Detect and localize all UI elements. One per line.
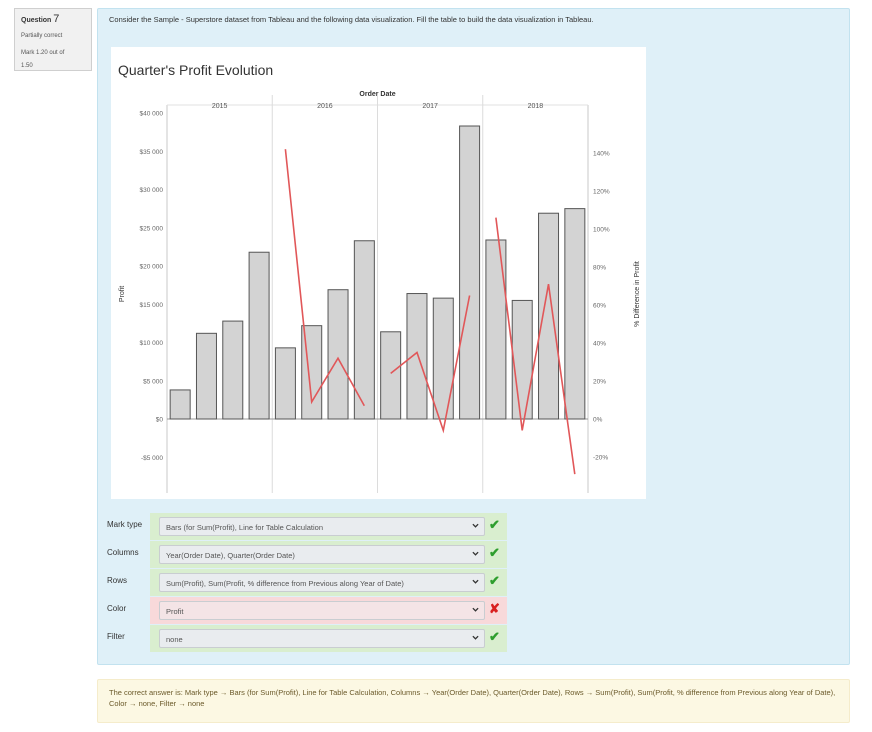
profit-bar: [222, 320, 244, 420]
profit-bar: [195, 332, 217, 420]
left-tick-label: $10 000: [140, 340, 164, 347]
left-tick-label: $15 000: [140, 302, 164, 309]
profit-bar: [169, 389, 191, 420]
tableau-visualization: Quarter's Profit Evolution Order Date 2015…: [111, 47, 646, 499]
profit-bar: [353, 240, 375, 420]
right-tick-label: 0%: [593, 417, 603, 424]
question-text: Consider the Sample - Superstore dataset…: [109, 15, 594, 24]
left-tick-label: $20 000: [140, 264, 164, 271]
left-tick-label: $25 000: [140, 225, 164, 232]
profit-chart: Quarter's Profit Evolution Order Date 2015…: [118, 62, 641, 493]
correct-check-icon: ✔: [489, 545, 500, 560]
profit-bar: [485, 239, 507, 420]
question-mark: Mark 1.20 out of 1.50: [21, 50, 65, 69]
chevron-down-icon[interactable]: [472, 522, 479, 529]
answer-label: Mark type: [107, 520, 143, 529]
left-tick-label: $40 000: [140, 111, 164, 118]
answer-select[interactable]: Profit: [159, 601, 485, 620]
answer-select[interactable]: none: [159, 629, 485, 648]
answer-label: Columns: [107, 548, 139, 557]
answer-row: Color Profit ✘: [98, 597, 518, 624]
chevron-down-icon[interactable]: [472, 634, 479, 641]
pct-difference-line: [390, 295, 471, 434]
right-axis-title: % Difference in Profit: [634, 261, 641, 327]
pct-difference-line: [495, 217, 576, 475]
answer-select-value: Profit: [166, 607, 184, 616]
question-state: Partially correct: [21, 33, 63, 39]
chart-title: Quarter's Profit Evolution: [118, 62, 273, 78]
order-date-header: Order Date: [359, 91, 395, 98]
year-label: 2018: [528, 103, 544, 110]
profit-bar: [274, 347, 296, 420]
left-tick-label: $35 000: [140, 149, 164, 156]
answer-row: Filter none ✔: [98, 625, 518, 652]
profit-bar: [406, 293, 428, 420]
pct-difference-line: [284, 149, 365, 407]
answer-label: Rows: [107, 576, 128, 585]
profit-bar: [380, 331, 402, 420]
left-tick-label: -$5 000: [141, 455, 163, 462]
answer-row: Rows Sum(Profit), Sum(Profit, % differenc…: [98, 569, 518, 596]
left-tick-label: $0: [156, 417, 164, 424]
year-label: 2015: [212, 103, 228, 110]
right-tick-label: 120%: [593, 189, 610, 196]
left-tick-label: $30 000: [140, 187, 164, 194]
right-tick-label: 100%: [593, 227, 610, 234]
profit-bar: [538, 212, 560, 420]
profit-bar: [564, 208, 586, 420]
chevron-down-icon[interactable]: [472, 578, 479, 585]
chevron-down-icon[interactable]: [472, 550, 479, 557]
answer-select-value: Year(Order Date), Quarter(Order Date): [166, 551, 295, 560]
year-label: 2017: [422, 103, 438, 110]
right-tick-label: -20%: [593, 455, 608, 462]
answer-label: Color: [107, 604, 127, 613]
correct-answer-feedback: The correct answer is: Mark type → Bars …: [97, 679, 850, 723]
left-axis-title: Profit: [119, 286, 126, 302]
right-tick-label: 140%: [593, 151, 610, 158]
profit-bar: [511, 299, 533, 420]
profit-bar: [432, 297, 454, 420]
answer-label: Filter: [107, 632, 125, 641]
answer-select[interactable]: Bars (for Sum(Profit), Line for Table Ca…: [159, 517, 485, 536]
correct-check-icon: ✔: [489, 573, 500, 588]
profit-bar: [459, 125, 481, 420]
left-tick-label: $5 000: [143, 378, 163, 385]
answer-select[interactable]: Year(Order Date), Quarter(Order Date): [159, 545, 485, 564]
profit-bar: [248, 251, 270, 420]
answer-select-value: Bars (for Sum(Profit), Line for Table Ca…: [166, 523, 324, 532]
answer-row: Mark type Bars (for Sum(Profit), Line for…: [98, 513, 518, 540]
question-info: Question 7 Partially correct Mark 1.20 o…: [14, 8, 92, 71]
incorrect-cross-icon: ✘: [489, 601, 500, 616]
profit-bar: [327, 289, 349, 420]
right-tick-label: 60%: [593, 303, 606, 310]
year-label: 2016: [317, 103, 333, 110]
right-tick-label: 40%: [593, 341, 606, 348]
right-tick-label: 80%: [593, 265, 606, 272]
correct-check-icon: ✔: [489, 629, 500, 644]
chevron-down-icon[interactable]: [472, 606, 479, 613]
question-formulation: Consider the Sample - Superstore dataset…: [97, 8, 850, 665]
question-number: Question 7: [21, 13, 60, 25]
answer-row: Columns Year(Order Date), Quarter(Order D…: [98, 541, 518, 568]
right-tick-label: 20%: [593, 379, 606, 386]
answer-select-value: none: [166, 635, 183, 644]
answer-select-value: Sum(Profit), Sum(Profit, % difference fr…: [166, 579, 404, 588]
correct-check-icon: ✔: [489, 517, 500, 532]
answer-select[interactable]: Sum(Profit), Sum(Profit, % difference fr…: [159, 573, 485, 592]
